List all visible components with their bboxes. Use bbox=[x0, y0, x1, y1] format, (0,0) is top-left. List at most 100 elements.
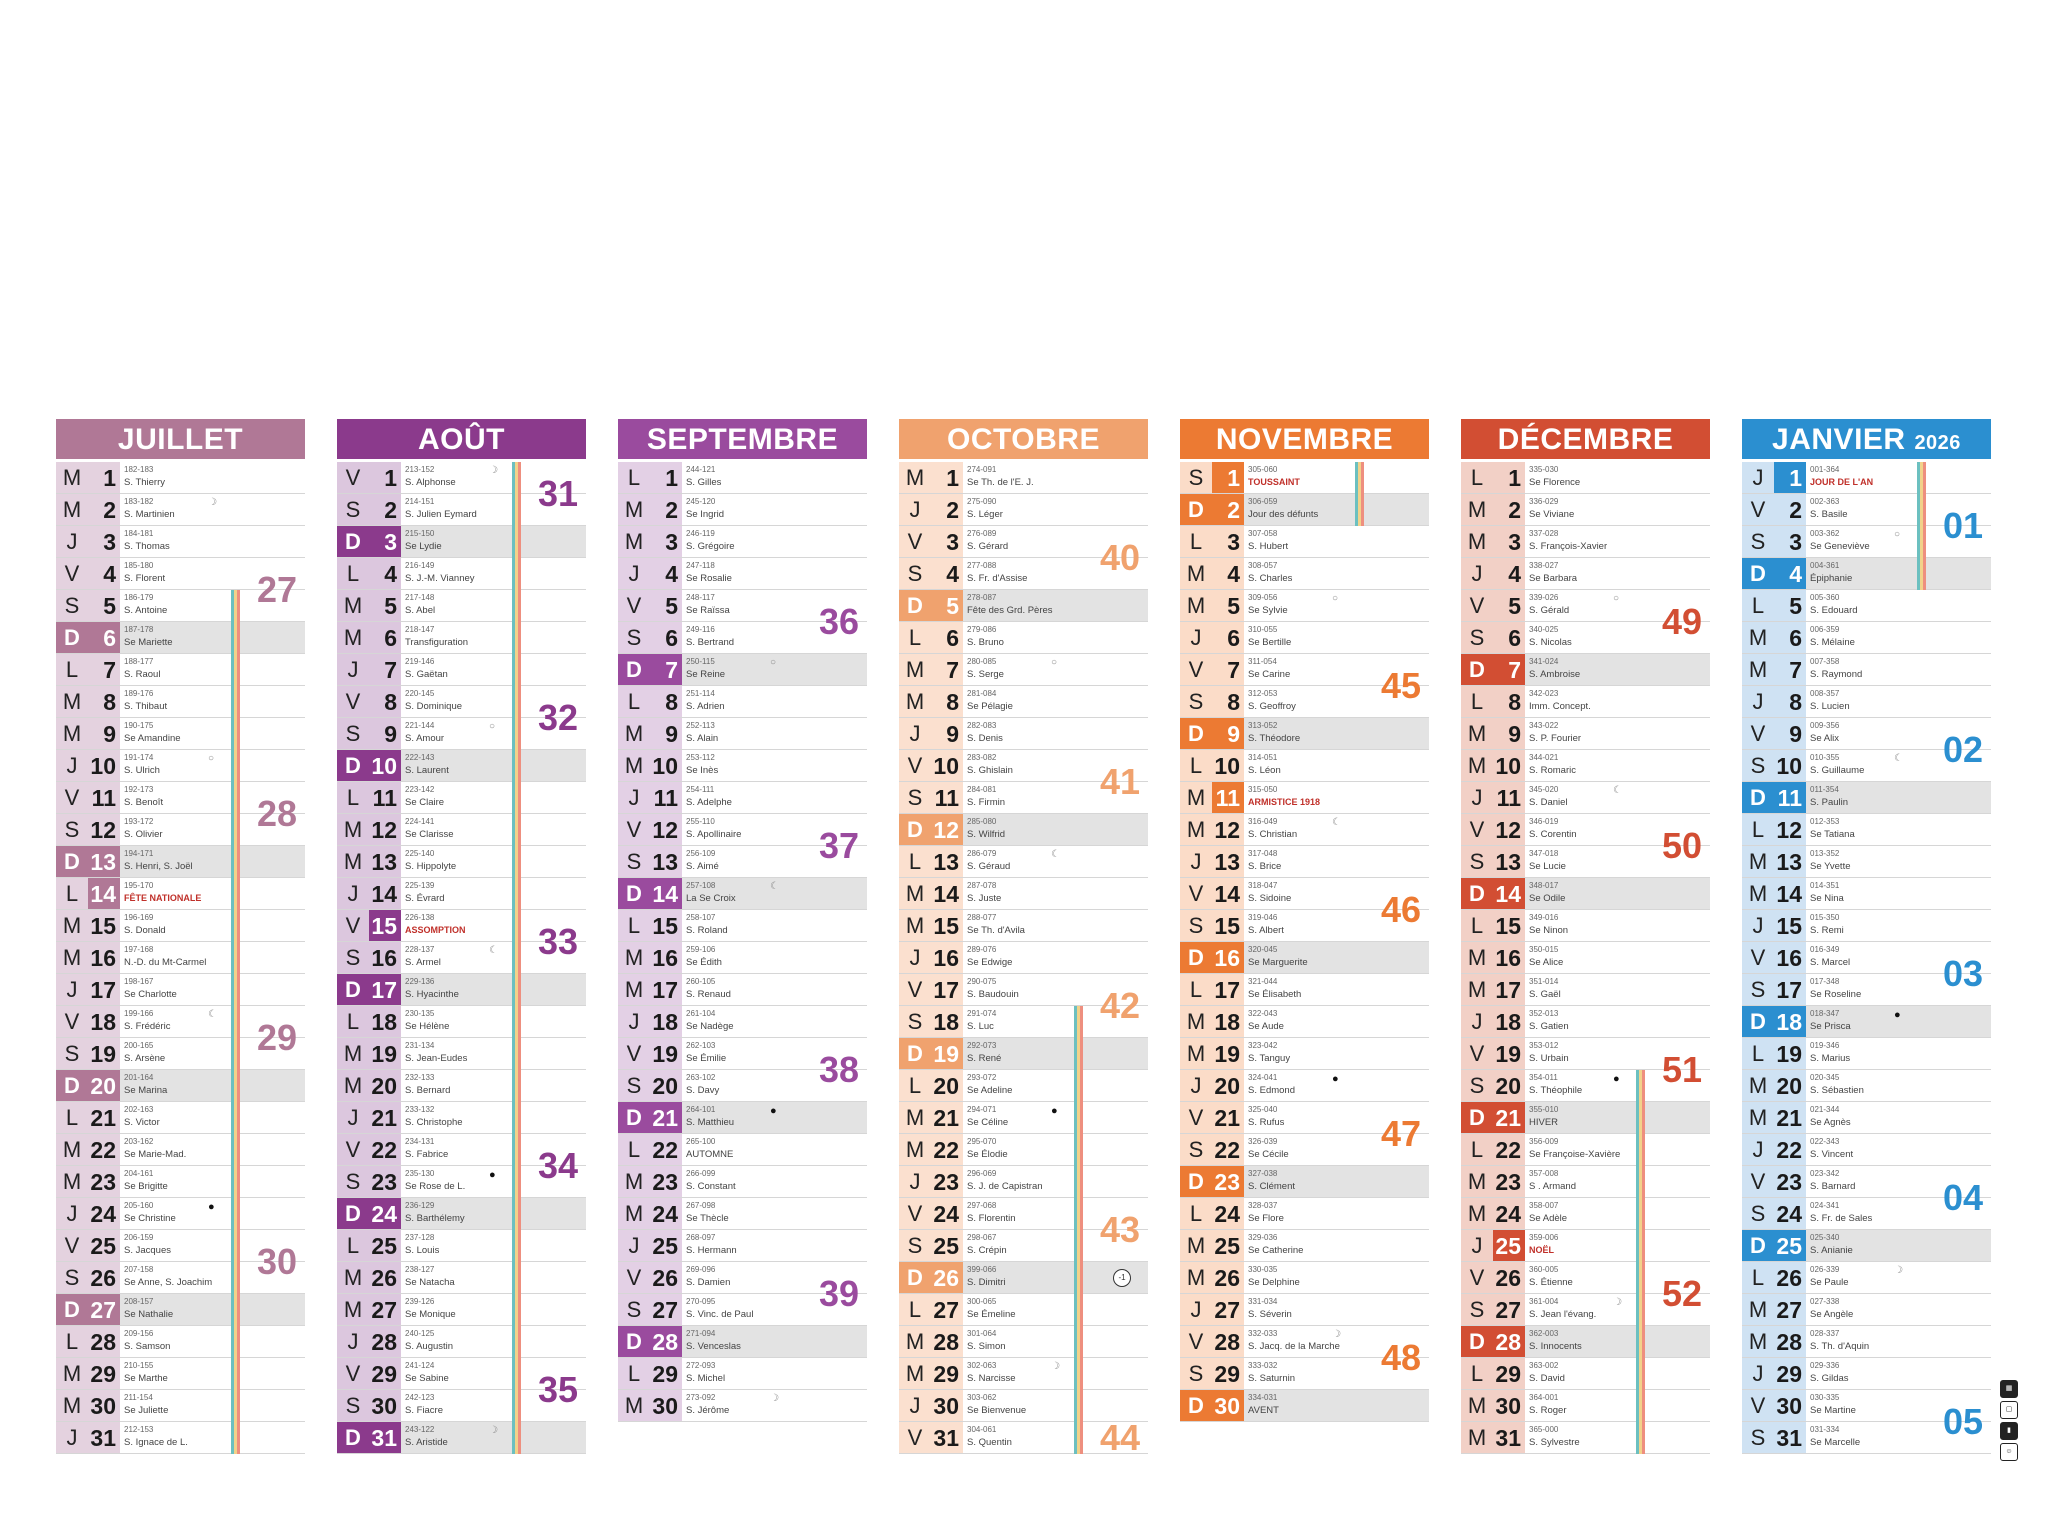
month-name: JUILLET bbox=[117, 423, 244, 456]
saint-name: Se Pélagie bbox=[967, 701, 1013, 712]
day-row: M 21 021-344 Se Agnès bbox=[1742, 1102, 1991, 1134]
weekday-letter: D bbox=[1180, 1166, 1212, 1197]
saint-name: Se Marthe bbox=[124, 1373, 168, 1384]
day-number: 30 bbox=[88, 1390, 120, 1421]
day-row: L 13 286-079 S. Géraud ☾ bbox=[899, 846, 1148, 878]
day-row: S 8 312-053 S. Geoffroy bbox=[1180, 686, 1429, 718]
day-info: 214-151 S. Julien Eymard bbox=[401, 494, 586, 525]
weekday-letter: D bbox=[1742, 1006, 1774, 1037]
day-of-year: 182-183 bbox=[124, 465, 154, 474]
day-number: 29 bbox=[650, 1358, 682, 1389]
day-info: 199-166 S. Frédéric ☾ bbox=[120, 1006, 305, 1037]
saint-name: S. Simon bbox=[967, 1341, 1006, 1352]
day-number: 24 bbox=[1493, 1198, 1525, 1229]
day-number: 16 bbox=[931, 942, 963, 973]
day-info: 277-088 S. Fr. d'Assise bbox=[963, 558, 1148, 589]
day-row: M 24 358-007 Se Adèle bbox=[1461, 1198, 1710, 1230]
day-info: 209-156 S. Samson bbox=[120, 1326, 305, 1357]
weekday-letter: M bbox=[899, 654, 931, 685]
day-row: M 15 196-169 S. Donald bbox=[56, 910, 305, 942]
day-number: 14 bbox=[1493, 878, 1525, 909]
day-row: M 30 273-092 S. Jérôme ☽ bbox=[618, 1390, 867, 1422]
day-of-year: 029-336 bbox=[1810, 1361, 1840, 1370]
day-row: V 15 226-138 ASSOMPTION bbox=[337, 910, 586, 942]
month-name: NOVEMBRE bbox=[1215, 423, 1394, 456]
day-info: 230-135 Se Hélène bbox=[401, 1006, 586, 1037]
day-of-year: 332-033 bbox=[1248, 1329, 1278, 1338]
saint-name: S. Théodore bbox=[1248, 733, 1301, 744]
saint-name: Épiphanie bbox=[1810, 573, 1853, 584]
moon-phase-wan-icon: ☾ bbox=[1332, 817, 1341, 828]
day-info: 014-351 Se Nina bbox=[1806, 878, 1991, 909]
day-number: 9 bbox=[1493, 718, 1525, 749]
weekday-letter: M bbox=[56, 1166, 88, 1197]
day-info: 024-341 S. Fr. de Sales bbox=[1806, 1198, 1991, 1229]
day-info: 191-174 S. Ulrich ○ bbox=[120, 750, 305, 781]
day-number: 27 bbox=[369, 1294, 401, 1325]
day-row: L 28 209-156 S. Samson bbox=[56, 1326, 305, 1358]
weekday-letter: V bbox=[337, 686, 369, 717]
day-number: 25 bbox=[88, 1230, 120, 1261]
day-info: 225-139 S. Évrard bbox=[401, 878, 586, 909]
saint-name: Se Émeline bbox=[967, 1309, 1016, 1320]
day-of-year: 246-119 bbox=[686, 529, 715, 538]
day-row: D 24 236-129 S. Barthélemy bbox=[337, 1198, 586, 1230]
weekday-letter: M bbox=[1180, 558, 1212, 589]
day-info: 226-138 ASSOMPTION bbox=[401, 910, 586, 941]
day-of-year: 030-335 bbox=[1810, 1393, 1840, 1402]
day-number: 16 bbox=[1774, 942, 1806, 973]
day-info: 360-005 S. Étienne bbox=[1525, 1262, 1710, 1293]
day-of-year: 221-144 bbox=[405, 721, 435, 730]
day-row: M 23 204-161 Se Brigitte bbox=[56, 1166, 305, 1198]
day-of-year: 012-353 bbox=[1810, 817, 1840, 826]
day-of-year: 006-359 bbox=[1810, 625, 1840, 634]
weekday-letter: V bbox=[1742, 718, 1774, 749]
day-of-year: 188-177 bbox=[124, 657, 154, 666]
day-number: 19 bbox=[1493, 1038, 1525, 1069]
saint-name: S. Venceslas bbox=[686, 1341, 741, 1352]
moon-phase-wax-icon: ☽ bbox=[1051, 1361, 1060, 1372]
day-number: 13 bbox=[369, 846, 401, 877]
day-of-year: 277-088 bbox=[967, 561, 997, 570]
day-of-year: 336-029 bbox=[1529, 497, 1559, 506]
day-number: 23 bbox=[1212, 1166, 1244, 1197]
day-row: J 10 191-174 S. Ulrich ○ bbox=[56, 750, 305, 782]
day-info: 205-160 Se Christine ● bbox=[120, 1198, 305, 1229]
day-info: 342-023 Imm. Concept. bbox=[1525, 686, 1710, 717]
day-info: 312-053 S. Geoffroy bbox=[1244, 686, 1429, 717]
day-of-year: 362-003 bbox=[1529, 1329, 1559, 1338]
day-info: 248-117 Se Raïssa bbox=[682, 590, 867, 621]
day-row: J 24 205-160 Se Christine ● bbox=[56, 1198, 305, 1230]
saint-name: S. Christophe bbox=[405, 1117, 463, 1128]
day-row: M 24 267-098 Se Thècle bbox=[618, 1198, 867, 1230]
day-row: V 30 030-335 Se Martine bbox=[1742, 1390, 1991, 1422]
weekday-letter: J bbox=[1742, 462, 1774, 493]
week-number: 33 bbox=[537, 921, 578, 962]
day-row: M 30 211-154 Se Juliette bbox=[56, 1390, 305, 1422]
moon-phase-wan-icon: ☾ bbox=[208, 1009, 217, 1020]
day-info: 258-107 S. Roland bbox=[682, 910, 867, 941]
day-number: 1 bbox=[369, 462, 401, 493]
day-of-year: 194-171 bbox=[124, 849, 154, 858]
day-number: 11 bbox=[650, 782, 682, 813]
day-of-year: 009-356 bbox=[1810, 721, 1840, 730]
day-number: 18 bbox=[650, 1006, 682, 1037]
day-of-year: 213-152 bbox=[405, 465, 435, 474]
day-info: 315-050 ARMISTICE 1918 bbox=[1244, 782, 1429, 813]
label-icon-2: ▢ bbox=[2000, 1401, 2018, 1419]
day-number: 15 bbox=[1212, 910, 1244, 941]
day-info: 292-073 S. René bbox=[963, 1038, 1148, 1069]
saint-name: Se Barbara bbox=[1529, 573, 1578, 584]
saint-name: S. Roland bbox=[686, 925, 728, 936]
day-info: 028-337 S. Th. d'Aquin bbox=[1806, 1326, 1991, 1357]
saint-name: S. Apollinaire bbox=[686, 829, 742, 840]
day-info: 340-025 S. Nicolas bbox=[1525, 622, 1710, 653]
day-row: J 25 268-097 S. Hermann bbox=[618, 1230, 867, 1262]
day-number: 8 bbox=[931, 686, 963, 717]
weekday-letter: L bbox=[1180, 750, 1212, 781]
day-number: 1 bbox=[1774, 462, 1806, 493]
day-number: 3 bbox=[369, 526, 401, 557]
day-number: 16 bbox=[1493, 942, 1525, 973]
day-info: 240-125 S. Augustin bbox=[401, 1326, 586, 1357]
saint-name: Se Charlotte bbox=[124, 989, 177, 1000]
